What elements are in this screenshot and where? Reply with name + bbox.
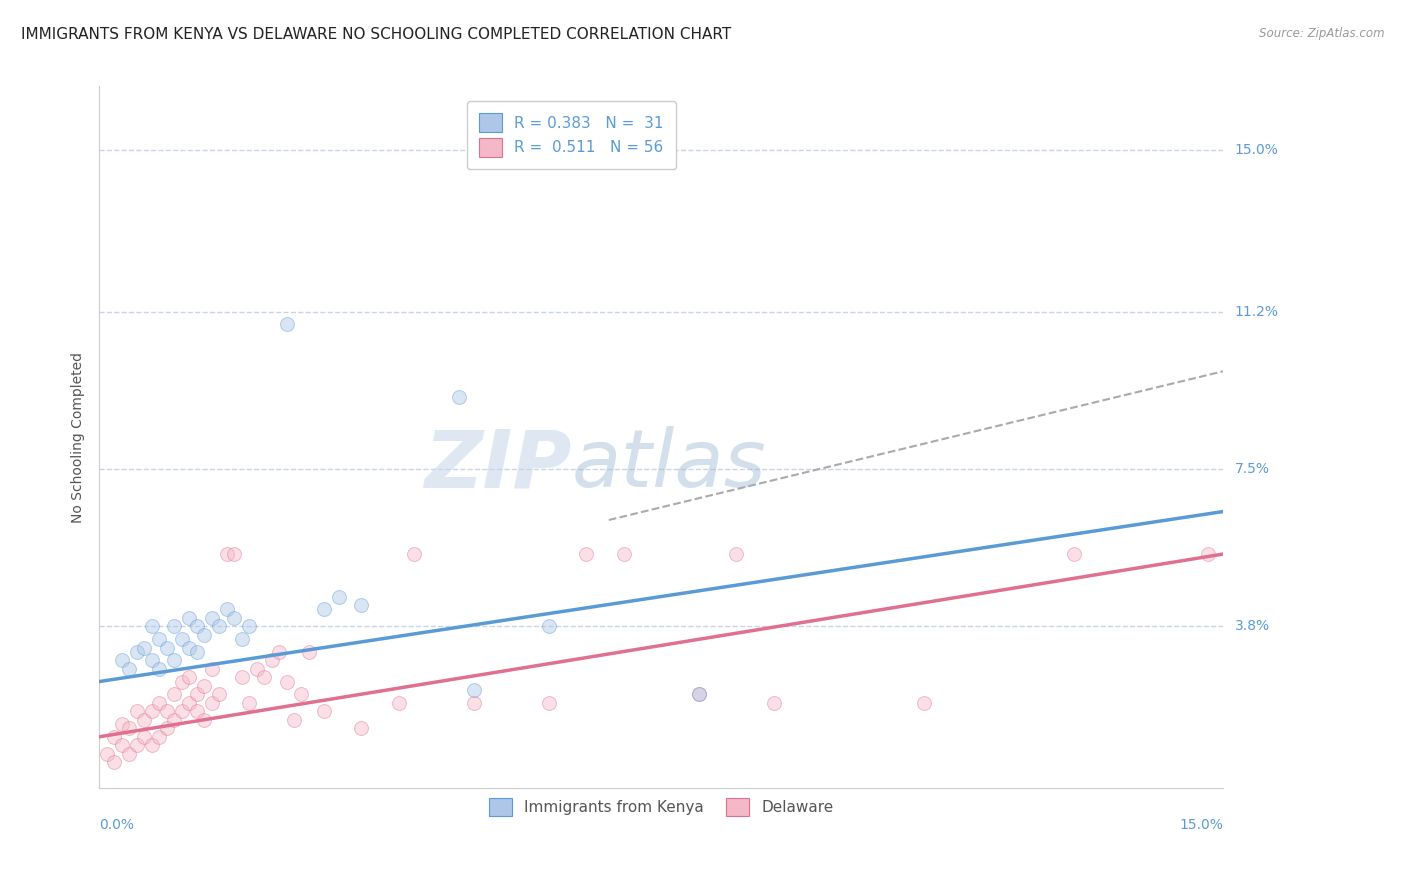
- Point: [125, 739, 148, 753]
- Text: ZIP: ZIP: [425, 426, 571, 504]
- Point: [537, 696, 560, 710]
- Point: [118, 662, 141, 676]
- Point: [298, 645, 321, 659]
- Point: [231, 670, 253, 684]
- Point: [103, 756, 125, 770]
- Point: [200, 662, 222, 676]
- Point: [155, 722, 177, 736]
- Point: [110, 717, 132, 731]
- Point: [276, 674, 298, 689]
- Point: [177, 670, 200, 684]
- Point: [537, 619, 560, 633]
- Point: [155, 640, 177, 655]
- Point: [163, 619, 186, 633]
- Point: [96, 747, 118, 761]
- Point: [110, 739, 132, 753]
- Y-axis label: No Schooling Completed: No Schooling Completed: [72, 351, 86, 523]
- Text: 3.8%: 3.8%: [1234, 619, 1270, 633]
- Point: [762, 696, 785, 710]
- Point: [148, 632, 170, 646]
- Text: IMMIGRANTS FROM KENYA VS DELAWARE NO SCHOOLING COMPLETED CORRELATION CHART: IMMIGRANTS FROM KENYA VS DELAWARE NO SCH…: [21, 27, 731, 42]
- Point: [148, 696, 170, 710]
- Point: [912, 696, 935, 710]
- Point: [575, 547, 598, 561]
- Point: [177, 696, 200, 710]
- Point: [1063, 547, 1085, 561]
- Point: [141, 739, 163, 753]
- Point: [193, 628, 215, 642]
- Point: [141, 704, 163, 718]
- Point: [222, 611, 245, 625]
- Point: [132, 730, 155, 744]
- Point: [186, 687, 208, 701]
- Point: [463, 696, 485, 710]
- Point: [267, 645, 290, 659]
- Point: [170, 632, 193, 646]
- Point: [148, 662, 170, 676]
- Point: [613, 547, 636, 561]
- Point: [312, 602, 335, 616]
- Point: [163, 653, 186, 667]
- Point: [170, 704, 193, 718]
- Point: [328, 590, 350, 604]
- Point: [177, 640, 200, 655]
- Point: [253, 670, 276, 684]
- Point: [141, 619, 163, 633]
- Point: [186, 645, 208, 659]
- Point: [215, 602, 238, 616]
- Point: [388, 696, 411, 710]
- Point: [245, 662, 267, 676]
- Point: [118, 747, 141, 761]
- Point: [163, 713, 186, 727]
- Point: [177, 611, 200, 625]
- Point: [155, 704, 177, 718]
- Point: [148, 730, 170, 744]
- Point: [125, 704, 148, 718]
- Point: [463, 683, 485, 698]
- Point: [222, 547, 245, 561]
- Text: 15.0%: 15.0%: [1180, 818, 1223, 832]
- Point: [170, 674, 193, 689]
- Point: [1197, 547, 1219, 561]
- Point: [312, 704, 335, 718]
- Point: [260, 653, 283, 667]
- Text: 0.0%: 0.0%: [100, 818, 134, 832]
- Point: [283, 713, 305, 727]
- Point: [688, 687, 710, 701]
- Point: [350, 598, 373, 612]
- Point: [110, 653, 132, 667]
- Point: [290, 687, 312, 701]
- Point: [402, 547, 425, 561]
- Text: atlas: atlas: [571, 426, 766, 504]
- Point: [132, 640, 155, 655]
- Point: [186, 704, 208, 718]
- Point: [231, 632, 253, 646]
- Point: [163, 687, 186, 701]
- Point: [186, 619, 208, 633]
- Point: [350, 722, 373, 736]
- Point: [215, 547, 238, 561]
- Point: [725, 547, 748, 561]
- Point: [103, 730, 125, 744]
- Point: [118, 722, 141, 736]
- Point: [200, 611, 222, 625]
- Point: [208, 687, 231, 701]
- Point: [132, 713, 155, 727]
- Point: [238, 696, 260, 710]
- Point: [688, 687, 710, 701]
- Point: [125, 645, 148, 659]
- Point: [276, 318, 298, 332]
- Point: [208, 619, 231, 633]
- Point: [238, 619, 260, 633]
- Point: [193, 679, 215, 693]
- Legend: Immigrants from Kenya, Delaware: Immigrants from Kenya, Delaware: [482, 791, 839, 822]
- Text: 7.5%: 7.5%: [1234, 462, 1270, 476]
- Text: Source: ZipAtlas.com: Source: ZipAtlas.com: [1260, 27, 1385, 40]
- Point: [141, 653, 163, 667]
- Text: 11.2%: 11.2%: [1234, 305, 1278, 318]
- Point: [447, 390, 470, 404]
- Point: [200, 696, 222, 710]
- Point: [193, 713, 215, 727]
- Text: 15.0%: 15.0%: [1234, 143, 1278, 157]
